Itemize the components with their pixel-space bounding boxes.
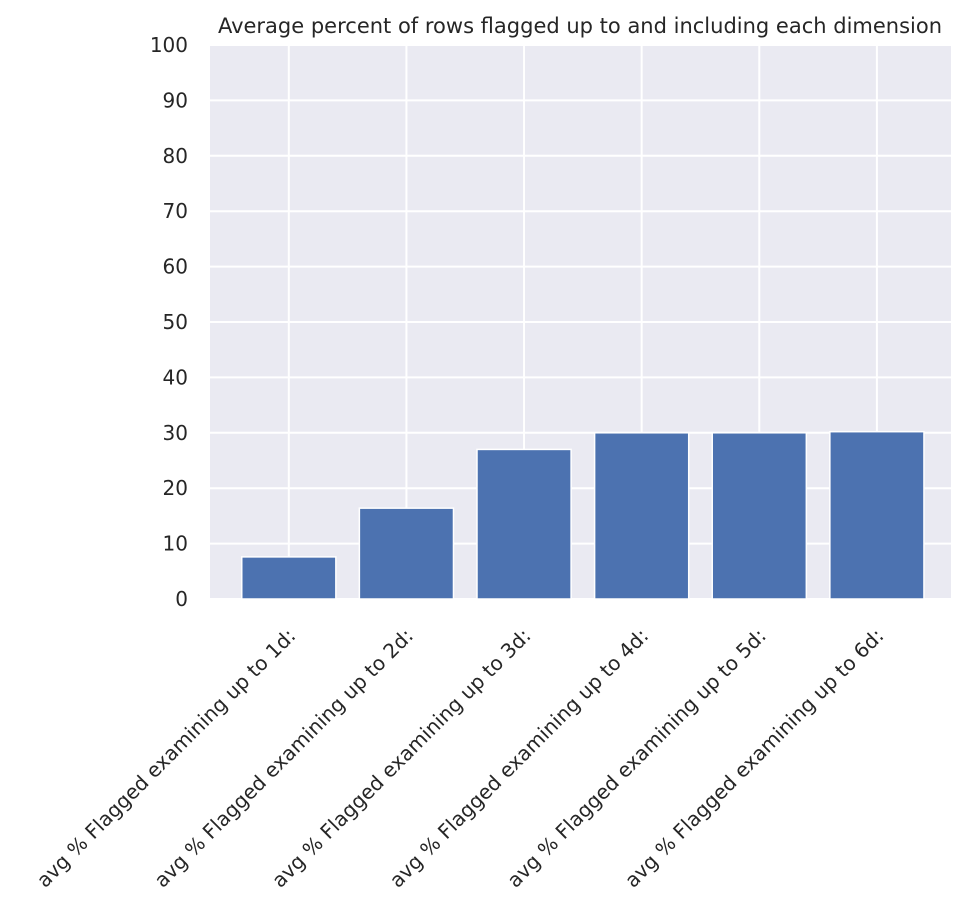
x-tick-label: avg % Flagged examining up to 6d: (620, 624, 889, 893)
x-tick-label: avg % Flagged examining up to 3d: (267, 624, 536, 893)
bar (829, 430, 925, 600)
grid-lines (210, 44, 951, 600)
bars (241, 430, 925, 600)
y-tick-label: 70 (163, 199, 188, 223)
y-axis-ticks: 0 10 20 30 40 50 60 70 80 90 100 (150, 33, 188, 611)
y-tick-label: 50 (163, 310, 188, 334)
bar (593, 432, 690, 600)
x-axis-ticks: avg % Flagged examining up to 1d:avg % F… (32, 624, 889, 893)
y-tick-label: 60 (163, 255, 188, 279)
bar (476, 448, 572, 600)
y-tick-label: 0 (175, 587, 188, 611)
chart-title: Average percent of rows flagged up to an… (218, 14, 942, 38)
y-tick-label: 40 (163, 365, 188, 389)
x-tick-label: avg % Flagged examining up to 2d: (149, 624, 418, 893)
y-tick-label: 80 (163, 144, 188, 168)
x-tick-label: avg % Flagged examining up to 5d: (502, 624, 771, 893)
bar (711, 432, 808, 600)
y-tick-label: 90 (163, 88, 188, 112)
y-tick-label: 10 (163, 532, 188, 556)
y-tick-label: 20 (163, 476, 188, 500)
x-tick-label: avg % Flagged examining up to 4d: (385, 624, 654, 893)
y-tick-label: 100 (150, 33, 188, 57)
x-tick-label: avg % Flagged examining up to 1d: (32, 624, 301, 893)
bar (358, 507, 455, 600)
y-tick-label: 30 (163, 421, 188, 445)
bar (241, 556, 337, 600)
